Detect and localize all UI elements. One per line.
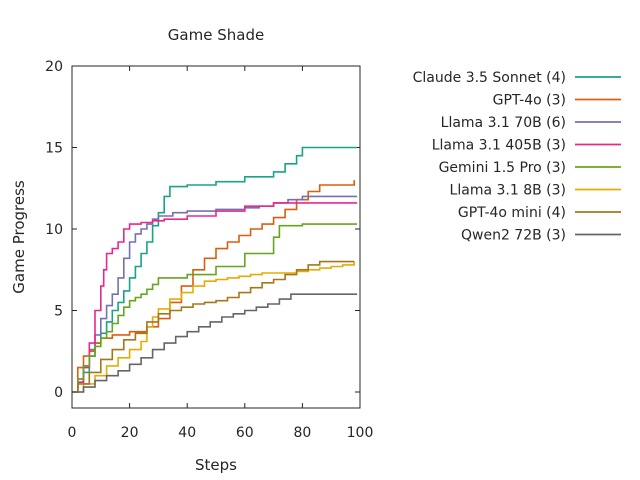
series-line [72,293,358,393]
legend-label: GPT-4o (3) [493,93,566,109]
x-tick-label: 20 [121,425,139,441]
y-tick-label: 0 [54,385,63,401]
plot-frame [71,65,361,409]
legend-label: GPT-4o mini (4) [458,205,566,221]
y-tick-label: 20 [45,59,63,75]
y-tick-label: 15 [45,141,63,157]
legend: Claude 3.5 Sonnet (4) GPT-4o (3) Llama 3.1… [413,70,621,244]
legend-label: Llama 3.1 405B (3) [432,138,566,154]
legend-label: Llama 3.1 8B (3) [450,183,566,199]
y-tick-label: 5 [54,304,63,320]
x-axis-ticks: 0 20 40 60 80 100 [68,66,374,441]
y-axis-label: Game Progress [10,180,28,294]
x-tick-label: 40 [178,425,196,441]
x-tick-label: 80 [293,425,311,441]
legend-label: Claude 3.5 Sonnet (4) [413,70,566,86]
x-tick-label: 0 [68,425,77,441]
series-line [72,223,358,393]
chart-title: Game Shade [168,26,264,44]
x-axis-label: Steps [195,456,237,474]
series-line [72,202,358,393]
series-line [72,261,355,393]
y-tick-label: 10 [45,222,63,238]
x-tick-label: 100 [347,425,374,441]
series-line [72,260,355,393]
legend-label: Gemini 1.5 Pro (3) [439,160,566,176]
x-tick-label: 60 [236,425,254,441]
legend-label: Llama 3.1 70B (6) [441,115,566,131]
plot-series [72,146,358,393]
legend-label: Qwen2 72B (3) [461,228,566,244]
